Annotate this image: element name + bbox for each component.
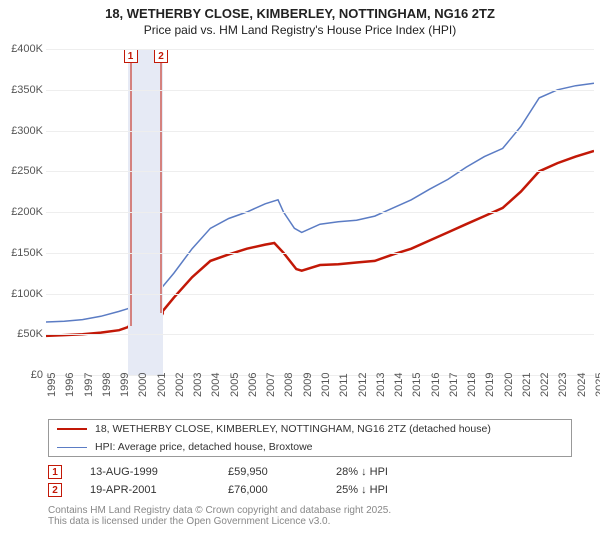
- x-tick-label: 1998: [101, 373, 113, 397]
- y-tick-label: £200K: [11, 206, 43, 218]
- chart-title: 18, WETHERBY CLOSE, KIMBERLEY, NOTTINGHA…: [0, 6, 600, 21]
- x-tick-label: 1995: [46, 373, 58, 397]
- events-table: 1 13-AUG-1999 £59,950 28% ↓ HPI 2 19-APR-2001…: [48, 463, 572, 499]
- event-number: 1: [48, 465, 62, 479]
- x-tick-label: 2006: [247, 373, 259, 397]
- x-tick-label: 2021: [521, 373, 533, 397]
- gridline: [46, 90, 594, 91]
- x-tick-label: 2009: [302, 373, 314, 397]
- legend-swatch: [57, 447, 87, 448]
- x-tick-label: 1999: [119, 373, 131, 397]
- event-row: 1 13-AUG-1999 £59,950 28% ↓ HPI: [48, 463, 572, 481]
- x-tick-label: 2010: [320, 373, 332, 397]
- gridline: [46, 294, 594, 295]
- x-tick-label: 2012: [357, 373, 369, 397]
- y-tick-label: £150K: [11, 247, 43, 259]
- event-number: 2: [48, 483, 62, 497]
- x-tick-label: 2000: [137, 373, 149, 397]
- gridline: [46, 253, 594, 254]
- chart-subtitle: Price paid vs. HM Land Registry's House …: [0, 23, 600, 37]
- gridline: [46, 171, 594, 172]
- gridline: [46, 131, 594, 132]
- y-tick-label: £50K: [17, 328, 43, 340]
- event-price: £59,950: [228, 466, 308, 478]
- x-tick-label: 2025: [594, 373, 600, 397]
- x-tick-label: 2005: [229, 373, 241, 397]
- x-tick-label: 2004: [210, 373, 222, 397]
- legend-label: 18, WETHERBY CLOSE, KIMBERLEY, NOTTINGHA…: [95, 423, 491, 435]
- x-tick-label: 2024: [576, 373, 588, 397]
- event-hpi-delta: 25% ↓ HPI: [336, 484, 416, 496]
- y-tick-label: £400K: [11, 43, 43, 55]
- event-price: £76,000: [228, 484, 308, 496]
- gridline: [46, 334, 594, 335]
- x-tick-label: 2001: [156, 373, 168, 397]
- legend-label: HPI: Average price, detached house, Brox…: [95, 441, 313, 453]
- x-tick-label: 2017: [448, 373, 460, 397]
- event-marker-stem: [161, 63, 162, 313]
- y-tick-label: £250K: [11, 165, 43, 177]
- gridline: [46, 49, 594, 50]
- legend: 18, WETHERBY CLOSE, KIMBERLEY, NOTTINGHA…: [48, 419, 572, 457]
- x-tick-label: 2023: [557, 373, 569, 397]
- event-row: 2 19-APR-2001 £76,000 25% ↓ HPI: [48, 481, 572, 499]
- x-tick-label: 2002: [174, 373, 186, 397]
- x-tick-label: 2003: [192, 373, 204, 397]
- y-tick-label: £350K: [11, 84, 43, 96]
- legend-swatch: [57, 428, 87, 430]
- y-tick-label: £100K: [11, 288, 43, 300]
- legend-item: 18, WETHERBY CLOSE, KIMBERLEY, NOTTINGHA…: [49, 420, 571, 438]
- gridline: [46, 212, 594, 213]
- title-block: 18, WETHERBY CLOSE, KIMBERLEY, NOTTINGHA…: [0, 0, 600, 45]
- x-tick-label: 2020: [503, 373, 515, 397]
- x-tick-label: 1996: [64, 373, 76, 397]
- footer-line-2: This data is licensed under the Open Gov…: [48, 516, 572, 527]
- x-tick-label: 2022: [539, 373, 551, 397]
- x-tick-label: 2007: [265, 373, 277, 397]
- x-tick-label: 2018: [466, 373, 478, 397]
- x-tick-label: 2013: [375, 373, 387, 397]
- event-marker-stem: [130, 63, 131, 326]
- event-date: 19-APR-2001: [90, 484, 200, 496]
- x-tick-label: 2011: [338, 373, 350, 397]
- y-tick-label: £300K: [11, 125, 43, 137]
- event-marker-flag: 2: [154, 49, 168, 63]
- legend-item: HPI: Average price, detached house, Brox…: [49, 438, 571, 456]
- x-tick-label: 2014: [393, 373, 405, 397]
- x-tick-label: 1997: [83, 373, 95, 397]
- footer-line-1: Contains HM Land Registry data © Crown c…: [48, 505, 572, 516]
- y-tick-label: £0: [31, 369, 43, 381]
- event-hpi-delta: 28% ↓ HPI: [336, 466, 416, 478]
- x-tick-label: 2016: [430, 373, 442, 397]
- event-date: 13-AUG-1999: [90, 466, 200, 478]
- event-marker-flag: 1: [124, 49, 138, 63]
- attribution-footer: Contains HM Land Registry data © Crown c…: [48, 505, 572, 527]
- chart-area: 1 2 £0 £50K £100K £150K £200K £250K £300K £350K £…: [0, 45, 600, 415]
- x-tick-label: 2019: [484, 373, 496, 397]
- x-tick-label: 2008: [283, 373, 295, 397]
- x-tick-label: 2015: [411, 373, 423, 397]
